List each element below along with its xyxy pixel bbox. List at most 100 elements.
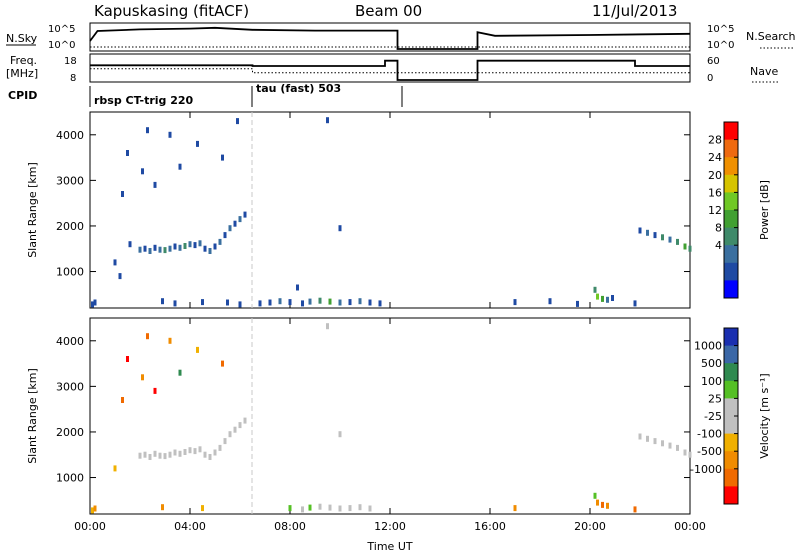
freq-label-1: Freq. (10, 54, 37, 67)
power-colorbar-tick-label: 4 (715, 239, 722, 252)
cpid-segment-1-label: tau (fast) 503 (256, 82, 341, 95)
power-echo-point (146, 127, 149, 134)
velocity-colorbar-swatch (724, 451, 738, 470)
nave-tick-low: 0 (707, 73, 713, 84)
power-echo-point (228, 225, 232, 232)
power-echo-point (233, 220, 237, 227)
velocity-echo-point (93, 505, 97, 512)
power-echo-point (236, 118, 239, 125)
velocity-echo-point (668, 442, 672, 449)
power-colorbar-swatch (724, 174, 738, 193)
power-echo-point (93, 299, 97, 306)
velocity-echo-point (196, 346, 199, 353)
power-echo-point (576, 300, 579, 307)
velocity-echo-point (126, 356, 129, 362)
velocity-echo-point (173, 449, 177, 456)
power-echo-point (188, 241, 192, 248)
velocity-echo-point (161, 504, 164, 511)
cpid-segment-0-label: rbsp CT-trig 220 (94, 94, 194, 107)
power-colorbar-swatch (724, 245, 738, 264)
velocity-echo-point (138, 452, 142, 459)
velocity-echo-point (646, 435, 649, 442)
power-range-tick-label: 2000 (56, 220, 84, 233)
velocity-echo-point (121, 397, 124, 403)
power-echo-point (221, 154, 224, 161)
freq-tick-high: 18 (64, 56, 77, 67)
power-range-tick-label: 1000 (56, 266, 84, 279)
power-echo-point (301, 300, 304, 307)
power-echo-point (348, 299, 352, 306)
velocity-echo-point (218, 444, 222, 451)
power-range-tick-label: 3000 (56, 174, 84, 187)
velocity-echo-point (348, 505, 352, 512)
velocity-ylabel: Slant Range [km] (26, 368, 39, 464)
velocity-echo-point (308, 504, 312, 511)
nsearch-tick-low: 10^0 (707, 40, 734, 51)
velocity-echo-point (168, 337, 172, 344)
velocity-echo-point (201, 505, 204, 512)
velocity-echo-point (213, 449, 217, 456)
velocity-echo-point (661, 440, 664, 447)
power-echo-point (606, 296, 609, 303)
velocity-colorbar-label: Velocity [m s⁻¹] (758, 373, 771, 458)
time-tick-label: 00:00 (674, 520, 706, 533)
power-echo-point (611, 295, 614, 301)
power-colorbar-label: Power [dB] (758, 180, 771, 240)
velocity-colorbar-swatch (724, 398, 738, 417)
velocity-echo-point (188, 447, 192, 454)
power-colorbar-tick-label: 24 (708, 151, 722, 164)
velocity-echo-point (288, 505, 292, 512)
velocity-echo-point (368, 505, 372, 512)
power-echo-point (208, 248, 212, 254)
power-colorbar-swatch (724, 262, 738, 281)
power-echo-point (173, 243, 177, 250)
power-echo-point (138, 246, 142, 253)
power-colorbar-tick-label: 20 (708, 169, 722, 182)
velocity-echo-point (193, 448, 197, 455)
power-echo-point (653, 232, 657, 239)
power-echo-point (148, 248, 152, 254)
nsky-tick-low: 10^0 (48, 40, 75, 51)
power-echo-point (113, 259, 117, 266)
freq-label-2: [MHz] (6, 67, 38, 80)
nave-label: Nave (750, 65, 778, 78)
power-colorbar-tick-label: 8 (715, 222, 722, 235)
velocity-colorbar-swatch (724, 468, 738, 487)
velocity-echo-point (91, 507, 94, 514)
velocity-echo-point (653, 438, 657, 445)
nave-tick-high: 60 (707, 56, 720, 67)
power-echo-point (183, 243, 187, 249)
nsearch-tick-high: 10^5 (707, 24, 734, 35)
power-echo-point (196, 140, 199, 147)
velocity-colorbar-tick-label: -25 (704, 410, 722, 423)
power-echo-point (358, 298, 362, 305)
velocity-echo-point (688, 451, 692, 458)
power-echo-point (178, 244, 182, 251)
velocity-echo-point (601, 501, 604, 508)
power-echo-point (318, 297, 322, 304)
noise-strip-frame (89, 22, 691, 52)
power-echo-point (268, 299, 272, 306)
power-echo-point (593, 286, 597, 293)
power-echo-point (238, 216, 242, 223)
velocity-echo-point (198, 446, 202, 453)
velocity-colorbar-swatch (724, 363, 738, 382)
power-echo-point (143, 245, 147, 252)
power-echo-point (201, 299, 204, 306)
velocity-colorbar-tick-label: 100 (701, 375, 722, 388)
velocity-plot-frame (89, 317, 691, 515)
power-echo-point (601, 295, 604, 302)
power-echo-point (688, 245, 692, 252)
velocity-echo-point (328, 504, 332, 511)
time-tick-label: 20:00 (574, 520, 606, 533)
power-echo-point (338, 299, 342, 306)
velocity-echo-point (358, 504, 362, 511)
power-colorbar-swatch (724, 122, 738, 141)
power-echo-point (326, 117, 329, 124)
power-echo-point (226, 299, 229, 306)
power-echo-point (548, 298, 552, 305)
velocity-echo-point (203, 451, 207, 458)
cpid-label: CPID (8, 89, 37, 102)
power-echo-point (213, 243, 217, 250)
velocity-echo-point (208, 454, 212, 460)
